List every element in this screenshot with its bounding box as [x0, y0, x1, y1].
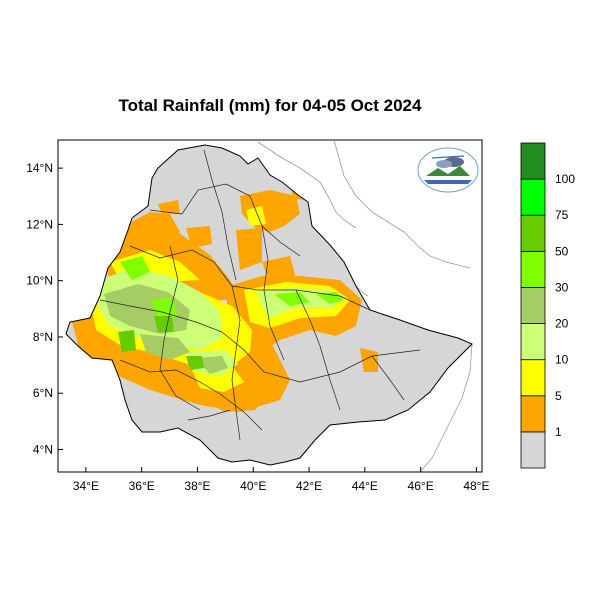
legend-label: 30 [555, 280, 569, 294]
lon-tick-label: 34°E [73, 479, 99, 493]
legend-label: 50 [555, 244, 569, 258]
lon-tick-label: 46°E [408, 479, 434, 493]
rain-50mm [120, 256, 344, 322]
lat-tick-label: 6°N [33, 386, 53, 400]
legend-label: 1 [555, 425, 562, 439]
lat-tick-label: 10°N [26, 274, 53, 288]
legend-swatch [520, 178, 546, 216]
legend-label: 5 [555, 389, 562, 403]
legend-colorbar: 1 5 10 20 30 50 75 100 [520, 142, 575, 469]
neighbour-borders [257, 140, 473, 472]
lon-tick-label: 40°E [240, 479, 266, 493]
legend-swatch [520, 287, 546, 324]
lon-tick-label: 42°E [296, 479, 322, 493]
legend-swatch [520, 214, 546, 252]
legend-swatch [520, 323, 546, 361]
legend-swatch [520, 142, 546, 180]
legend-label: 20 [555, 317, 569, 331]
lat-tick-label: 4°N [33, 442, 53, 456]
admin-boundaries [99, 149, 421, 441]
legend-swatch [520, 250, 546, 288]
ethiopia-meteorology-logo [417, 147, 479, 193]
rain-75mm [118, 316, 204, 370]
lon-tick-label: 44°E [352, 479, 378, 493]
legend-label: 100 [555, 172, 575, 186]
legend-swatch [520, 359, 546, 397]
latitude-axis: 14°N 12°N 10°N 8°N 6°N 4°N [26, 161, 63, 456]
legend-label: 75 [555, 208, 569, 222]
map-title: Total Rainfall (mm) for 04-05 Oct 2024 [118, 96, 422, 115]
lat-tick-label: 14°N [26, 161, 53, 175]
lat-tick-label: 12°N [26, 217, 53, 231]
lon-tick-label: 48°E [463, 479, 489, 493]
legend-label: 10 [555, 353, 569, 367]
lat-tick-label: 8°N [33, 330, 53, 344]
longitude-axis: 34°E 36°E 38°E 40°E 42°E 44°E 46°E 48°E [73, 467, 489, 493]
lon-tick-label: 36°E [129, 479, 155, 493]
lon-tick-label: 38°E [184, 479, 210, 493]
legend-swatch [520, 395, 546, 433]
legend-swatch [520, 431, 546, 469]
